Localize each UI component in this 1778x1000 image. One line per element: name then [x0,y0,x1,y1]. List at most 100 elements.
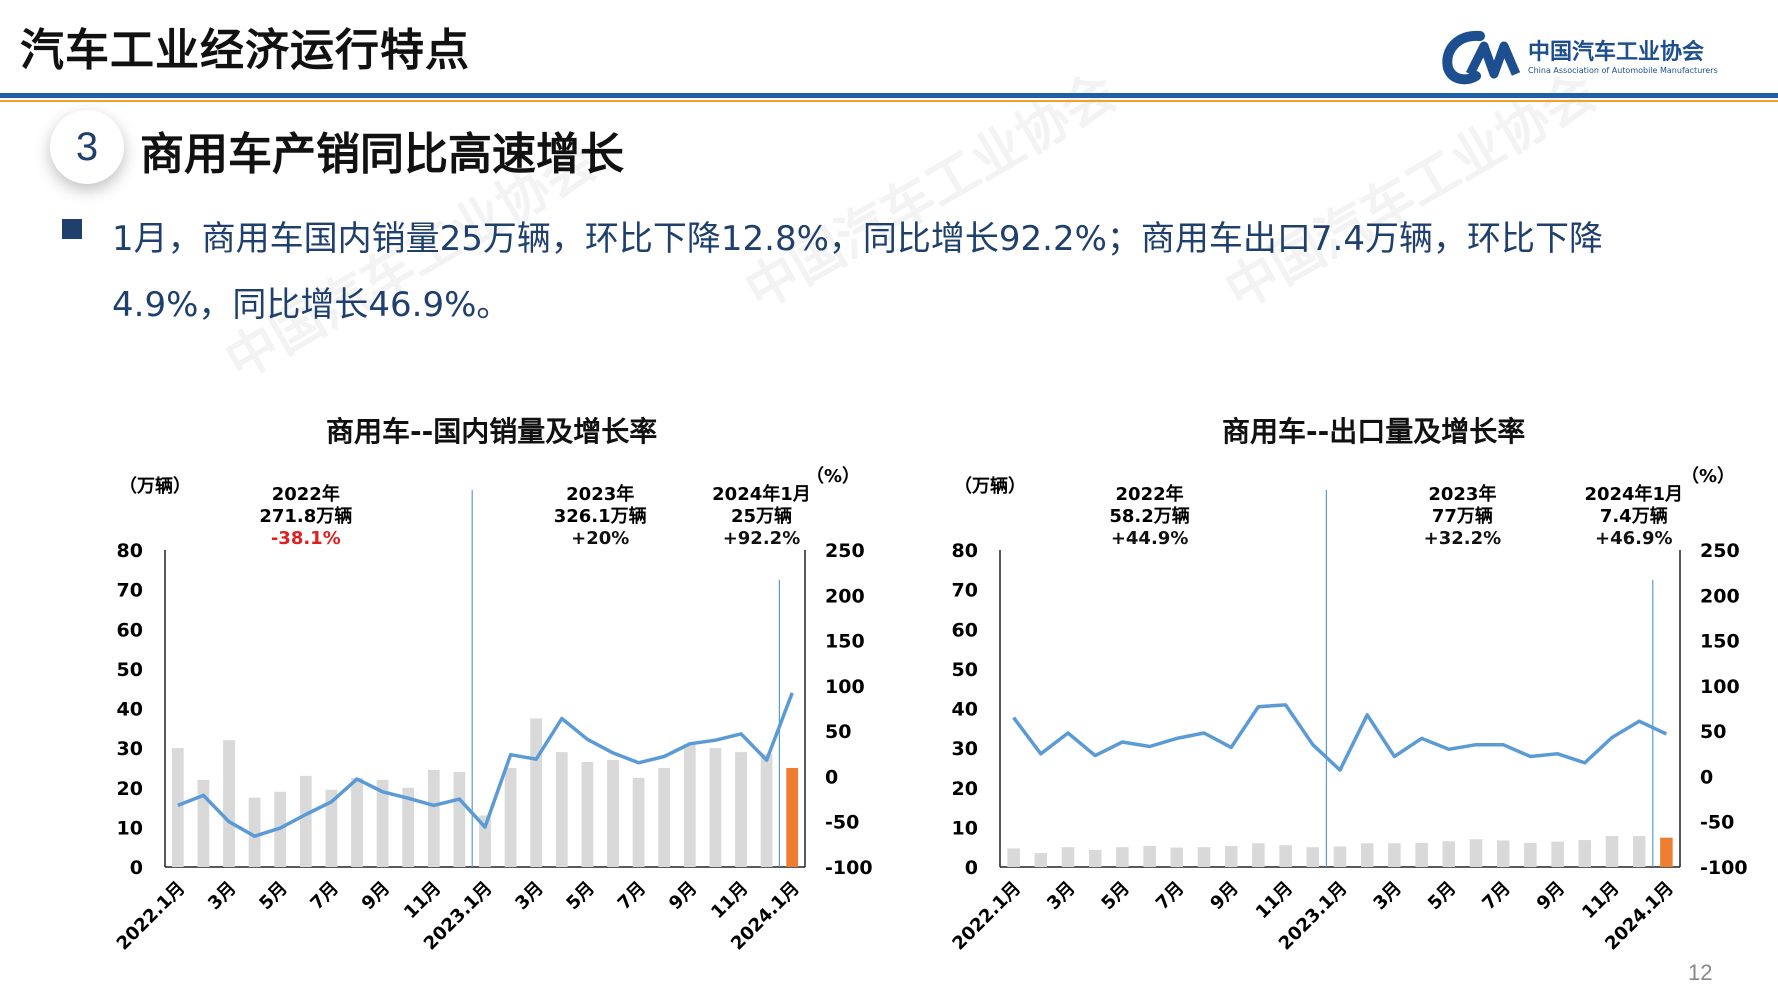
x-tick-label: 11月 [400,878,445,923]
section-number: 3 [75,125,99,169]
y-tick-left: 40 [952,699,978,721]
bar [632,777,645,867]
bar [248,797,261,867]
y-axis-unit-left: （万辆） [119,475,191,497]
y-tick-left: 0 [130,857,143,879]
bar [171,748,184,867]
x-tick-label: 11月 [1252,878,1297,923]
bar [1496,840,1510,867]
bar [1061,847,1075,867]
bar [1143,845,1156,867]
x-tick-label: 7月 [1152,878,1188,914]
y-tick-right: 50 [1700,721,1726,743]
annotation-line1: 2023年 [1428,483,1496,505]
annotation-line1: 2024年1月 [1584,483,1683,505]
bar [1088,849,1102,867]
annotation-line3: +92.2% [723,528,801,549]
y-tick-right: 150 [825,631,865,653]
y-tick-left: 20 [117,778,143,800]
y-tick-right: 250 [1700,540,1740,562]
y-tick-right: -50 [825,812,859,834]
x-tick-label: 2022.1月 [948,878,1025,955]
x-tick-label: 3月 [1043,878,1079,914]
bar [1333,846,1347,867]
bar [1170,847,1184,867]
y-tick-left: 50 [952,659,978,681]
y-tick-right: 250 [825,540,865,562]
x-tick-label: 9月 [1206,878,1242,914]
y-tick-left: 10 [117,817,143,839]
y-axis-unit-right: （%） [806,466,860,487]
y-tick-right: 0 [825,766,838,788]
slide-title: 汽车工业经济运行特点 [20,25,470,76]
y-axis-unit-right: （%） [1681,466,1735,487]
y-tick-left: 20 [952,778,978,800]
x-tick-label: 9月 [358,878,394,914]
bar [709,748,722,867]
y-tick-left: 70 [117,580,143,602]
x-tick-label: 9月 [665,878,701,914]
annotation-line2: 326.1万辆 [554,505,647,527]
y-tick-right: 100 [1700,676,1740,698]
header-rule [0,93,1778,98]
annotation-line3: +46.9% [1595,528,1673,549]
caam-logo-icon [1442,30,1521,85]
y-tick-left: 0 [965,857,978,879]
logo-name-en: China Association of Automobile Manufact… [1528,66,1718,75]
bar [1442,841,1456,867]
bar [1252,843,1265,867]
y-tick-right: 0 [1700,766,1713,788]
x-tick-label: 5月 [562,878,598,914]
y-tick-right: -100 [1700,857,1748,879]
bar [1551,841,1564,867]
y-tick-left: 70 [952,580,978,602]
bar [760,754,773,867]
x-tick-label: 2022.1月 [113,878,190,955]
annotation-line3: +32.2% [1424,528,1502,549]
bar-highlight [1660,837,1673,867]
bar [1279,845,1292,867]
bar [1415,842,1428,867]
annotation-line3: -38.1% [271,528,341,549]
bar [1197,847,1211,867]
annotation-line2: 58.2万辆 [1109,505,1189,527]
x-tick-label: 11月 [1578,878,1623,923]
x-tick-label: 3月 [204,878,240,914]
bar [555,752,568,867]
bar [1360,843,1374,867]
bar [683,744,696,867]
x-tick-label: 7月 [614,878,650,914]
bar [530,718,543,867]
annotation-line2: 271.8万辆 [259,505,352,527]
x-tick-label: 7月 [1478,878,1514,914]
y-tick-left: 80 [117,540,143,562]
y-tick-left: 30 [117,738,143,760]
bar [1578,840,1592,867]
y-tick-right: -100 [825,857,873,879]
section-badge: 3 [50,110,124,184]
y-axis-unit-left: （万辆） [954,475,1026,497]
bar [658,767,671,867]
bar [735,752,747,867]
bar [223,740,235,867]
bar [197,779,210,867]
x-tick-label: 5月 [255,878,291,914]
caam-logo: 中国汽车工业协会 China Association of Automobile… [1440,28,1740,86]
body-text: 1月，商用车国内销量25万辆，环比下降12.8%，同比增长92.2%；商用车出口… [112,219,1603,325]
y-tick-left: 50 [117,659,143,681]
chart-export: （万辆） （%）80706050403020100250200150100500-… [948,466,1748,955]
x-tick-label: 11月 [707,878,752,923]
bar [479,815,491,867]
y-tick-right: 100 [825,676,865,698]
bar [504,767,517,867]
y-tick-left: 60 [952,619,978,641]
x-tick-label: 3月 [1369,878,1405,914]
x-tick-label: 5月 [1424,878,1460,914]
y-tick-left: 80 [952,540,978,562]
logo-name-cn: 中国汽车工业协会 [1528,40,1705,65]
bar [376,779,389,867]
annotation-line1: 2022年 [272,483,340,505]
bar [1034,853,1048,867]
chart-domestic-sales: （万辆） （%）80706050403020100250200150100500-… [113,466,873,955]
y-tick-left: 10 [952,817,978,839]
